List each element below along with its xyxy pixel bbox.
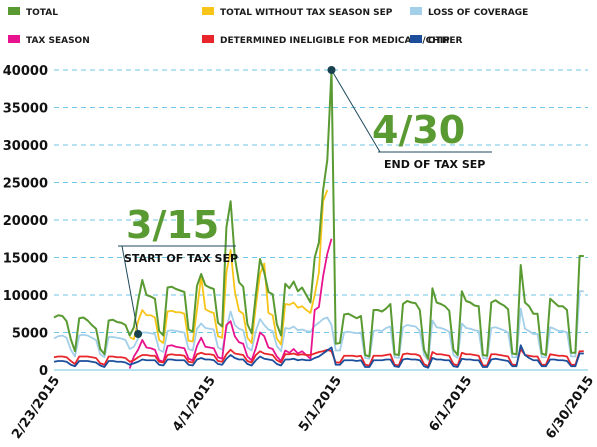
- legend-swatch: [410, 35, 422, 43]
- y-tick-label: 20000: [3, 214, 48, 229]
- x-tick-label: 6/1/2015: [426, 374, 475, 435]
- x-axis-ticks: 2/23/2015 4/1/2015 5/1/2015 6/1/2015 6/30/20…: [9, 374, 597, 442]
- y-tick-label: 0: [39, 364, 48, 379]
- annotation-marker: [327, 66, 336, 74]
- legend-label: TOTAL WITHOUT TAX SEASON SEP: [220, 8, 393, 18]
- x-tick-label: 2/23/2015: [9, 374, 63, 442]
- y-tick-label: 25000: [3, 177, 48, 192]
- series-line-total: [53, 69, 584, 360]
- y-tick-label: 30000: [3, 139, 48, 154]
- legend-label: OTHER: [428, 36, 462, 46]
- y-tick-label: 15000: [3, 252, 48, 267]
- series-line-total-without-tax-season-sep: [129, 189, 329, 346]
- legend-swatch: [202, 35, 214, 43]
- series-lines: [53, 69, 584, 369]
- annotation-leader-line: [121, 245, 139, 335]
- y-tick-label: 35000: [3, 102, 48, 117]
- legend: TOTAL TAX SEASON TOTAL WITHOUT TAX SEASON …: [8, 7, 528, 46]
- annotation-marker: [134, 330, 143, 338]
- annotation-leader-line: [331, 69, 381, 153]
- annotation-label: START OF TAX SEP: [124, 252, 238, 265]
- y-tick-label: 10000: [3, 289, 48, 304]
- annotation-big-date: 3/15: [126, 203, 219, 247]
- x-tick-label: 6/30/2015: [543, 374, 597, 442]
- legend-swatch: [202, 7, 214, 15]
- y-tick-label: 40000: [3, 64, 48, 79]
- legend-label: LOSS OF COVERAGE: [428, 8, 528, 18]
- legend-label: TOTAL: [26, 8, 58, 18]
- grid-lines: [54, 69, 588, 371]
- legend-swatch: [8, 7, 20, 15]
- series-line-loss-of-coverage: [53, 290, 584, 362]
- annotations: 3/15 START OF TAX SEP 4/30 END OF TAX SEP: [118, 66, 492, 338]
- series-line-other: [53, 344, 584, 369]
- y-axis-ticks: 0 5000 10000 15000 20000 25000 30000 35000 40000: [3, 64, 48, 379]
- legend-swatch: [410, 7, 422, 15]
- annotation-label: END OF TAX SEP: [384, 158, 485, 171]
- legend-label: DETERMINED INELIGIBLE FOR MEDICAID/CHIP: [220, 36, 450, 46]
- series-line-determined-ineligible-for-medicaid-chip: [53, 348, 584, 368]
- legend-label: TAX SEASON: [26, 36, 90, 46]
- annotation-big-date: 4/30: [372, 108, 465, 152]
- legend-swatch: [8, 35, 20, 43]
- x-tick-label: 4/1/2015: [170, 374, 219, 435]
- x-tick-label: 5/1/2015: [296, 374, 345, 435]
- y-tick-label: 5000: [12, 327, 48, 342]
